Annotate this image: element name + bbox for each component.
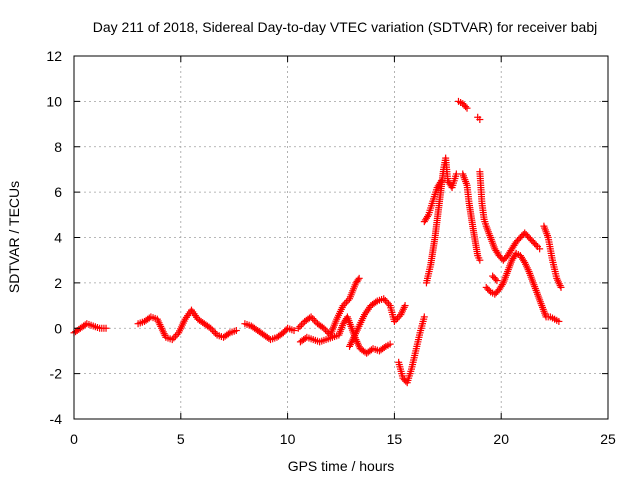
y-axis-label: SDTVAR / TECUs bbox=[6, 181, 22, 293]
data-point bbox=[532, 241, 540, 249]
data-point bbox=[380, 295, 388, 303]
y-tick-label: -4 bbox=[50, 411, 63, 427]
data-point bbox=[339, 302, 347, 310]
data-point bbox=[557, 283, 565, 291]
data-point bbox=[392, 316, 400, 324]
marks-layer bbox=[70, 97, 565, 387]
data-point bbox=[463, 104, 471, 112]
data-point bbox=[492, 275, 500, 283]
data-point bbox=[476, 256, 484, 264]
x-tick-label: 10 bbox=[280, 431, 296, 447]
x-tick-label: 15 bbox=[387, 431, 403, 447]
data-point bbox=[207, 324, 215, 332]
data-point bbox=[385, 300, 393, 308]
data-point bbox=[380, 344, 388, 352]
data-point bbox=[307, 313, 315, 321]
data-point bbox=[342, 298, 350, 306]
y-tick-label: 4 bbox=[54, 230, 62, 246]
data-point bbox=[171, 332, 179, 340]
data-point bbox=[401, 302, 409, 310]
data-point bbox=[309, 315, 317, 323]
data-point bbox=[394, 314, 402, 322]
data-point bbox=[493, 277, 501, 285]
x-tick-label: 5 bbox=[177, 431, 185, 447]
data-point bbox=[208, 326, 216, 334]
data-point bbox=[310, 316, 318, 324]
x-tick-label: 20 bbox=[493, 431, 509, 447]
y-tick-label: 6 bbox=[54, 184, 62, 200]
data-point bbox=[232, 327, 240, 335]
y-tick-label: -2 bbox=[50, 366, 63, 382]
data-point bbox=[390, 317, 398, 325]
data-point bbox=[294, 324, 302, 332]
data-point bbox=[381, 296, 389, 304]
data-point bbox=[555, 317, 563, 325]
data-point bbox=[386, 340, 394, 348]
data-point bbox=[210, 328, 218, 336]
data-point bbox=[168, 336, 176, 344]
data-point bbox=[170, 334, 178, 342]
ticks-layer: 0 5 10 15 20 25 -4 -2 0 2 4 6 8 10 12 bbox=[46, 48, 616, 447]
data-point bbox=[344, 296, 352, 304]
data-point bbox=[476, 116, 484, 124]
data-point bbox=[498, 281, 506, 289]
data-point bbox=[536, 245, 544, 253]
data-point bbox=[383, 298, 391, 306]
y-tick-label: 8 bbox=[54, 139, 62, 155]
data-point bbox=[102, 324, 110, 332]
y-tick-label: 0 bbox=[54, 320, 62, 336]
y-tick-label: 2 bbox=[54, 275, 62, 291]
y-tick-label: 12 bbox=[46, 48, 62, 64]
data-point bbox=[212, 329, 220, 337]
y-tick-label: 10 bbox=[46, 93, 62, 109]
data-point bbox=[436, 178, 444, 186]
data-point bbox=[520, 257, 528, 265]
data-point bbox=[341, 300, 349, 308]
chart-title: Day 211 of 2018, Sidereal Day-to-day VTE… bbox=[93, 19, 597, 35]
data-point bbox=[452, 170, 460, 178]
data-point bbox=[424, 213, 432, 221]
data-point bbox=[173, 330, 181, 338]
data-point bbox=[296, 323, 304, 331]
data-point bbox=[322, 326, 330, 334]
data-point bbox=[420, 313, 428, 321]
data-point bbox=[297, 321, 305, 329]
data-point bbox=[320, 324, 328, 332]
data-point bbox=[355, 274, 363, 282]
x-tick-label: 0 bbox=[70, 431, 78, 447]
x-tick-label: 25 bbox=[600, 431, 616, 447]
data-point bbox=[462, 103, 470, 111]
data-point bbox=[372, 298, 380, 306]
data-point bbox=[290, 327, 298, 335]
data-point bbox=[224, 330, 232, 338]
x-axis-label: GPS time / hours bbox=[288, 458, 395, 474]
data-point bbox=[485, 286, 493, 294]
data-point bbox=[437, 177, 445, 185]
data-point bbox=[395, 312, 403, 320]
data-point bbox=[354, 276, 362, 284]
